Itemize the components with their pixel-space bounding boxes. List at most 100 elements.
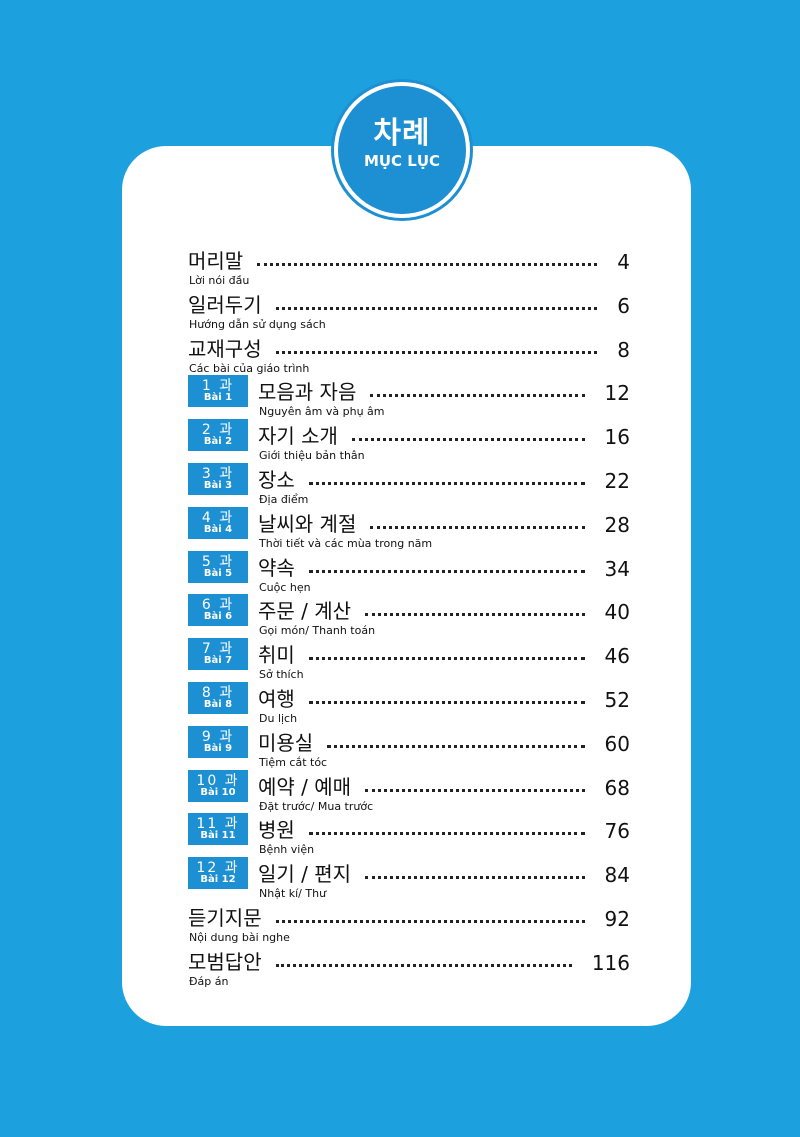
- toc-entry[interactable]: 4 과 Bài 4 날씨와 계절 Thời tiết và các mùa trong…: [188, 506, 632, 555]
- lesson-badge: 11 과 Bài 11: [188, 813, 248, 846]
- toc-entry[interactable]: 모범답안 Đáp án 116: [188, 949, 632, 993]
- entry-title-korean: 약속: [258, 555, 295, 580]
- lesson-number-vietnamese: Bài 8: [203, 699, 233, 710]
- entry-title-vietnamese: Tiệm cắt tóc: [259, 755, 328, 769]
- toc-entry[interactable]: 일러두기 Hướng dẫn sử dụng sách 6: [188, 292, 632, 336]
- lesson-number-vietnamese: Bài 9: [203, 742, 233, 754]
- lesson-number: 7 과: [201, 641, 235, 658]
- page-number: 46: [604, 644, 630, 669]
- entry-title-korean: 모음과 자음: [258, 380, 357, 405]
- entry-title-korean: 모범답안: [188, 949, 262, 974]
- lesson-badge: 10 과 Bài 10: [188, 769, 248, 802]
- toc-entry[interactable]: 머리말 Lời nói đầu 4: [188, 248, 632, 292]
- toc-entry[interactable]: 듣기지문 Nội dung bài nghe 92: [188, 905, 632, 949]
- entry-title-vietnamese: Đặt trước/ Mua trước: [259, 799, 374, 813]
- lesson-number: 5 과: [201, 553, 235, 570]
- lesson-number-vietnamese: Bài 3: [203, 480, 233, 491]
- lesson-number: 8 과: [201, 685, 235, 701]
- entry-title-vietnamese: Bệnh viện: [259, 843, 315, 857]
- leader-dots: [365, 876, 585, 880]
- lesson-number: 1 과: [201, 378, 235, 395]
- lesson-number-vietnamese: Bài 4: [203, 523, 233, 535]
- leader-dots: [365, 613, 585, 617]
- page-number: 40: [604, 600, 630, 625]
- lesson-badge: 12 과 Bài 12: [188, 857, 248, 890]
- entry-title-vietnamese: Giới thiệu bản thân: [259, 449, 365, 463]
- lesson-number-vietnamese: Bài 10: [200, 786, 236, 798]
- leader-dots: [327, 744, 585, 748]
- leader-dots: [275, 350, 598, 354]
- lesson-number-vietnamese: Bài 12: [200, 874, 236, 886]
- leader-dots: [275, 306, 598, 310]
- lesson-badge: 1 과 Bài 1: [188, 375, 248, 408]
- entry-title-vietnamese: Nội dung bài nghe: [189, 931, 290, 944]
- toc-entry[interactable]: 5 과 Bài 5 약속 Cuộc hẹn 34: [188, 550, 632, 599]
- page-number: 12: [604, 381, 630, 406]
- page-number: 4: [617, 250, 630, 274]
- lesson-number: 10 과: [196, 772, 240, 789]
- lesson-badge: 3 과 Bài 3: [188, 463, 248, 495]
- entry-title-korean: 일기 / 편지: [258, 862, 352, 887]
- page-number: 52: [604, 688, 630, 712]
- entry-title-vietnamese: Lời nói đầu: [189, 274, 250, 287]
- entry-title-korean: 머리말: [188, 249, 244, 273]
- entry-title-korean: 미용실: [258, 730, 314, 755]
- lesson-number-vietnamese: Bài 11: [200, 830, 236, 842]
- lesson-number: 2 과: [201, 422, 235, 439]
- toc-entry[interactable]: 7 과 Bài 7 취미 Sở thích 46: [188, 638, 632, 686]
- toc-entry[interactable]: 2 과 Bài 2 자기 소개 Giới thiệu bản thân 16: [188, 419, 632, 467]
- toc-entry[interactable]: 9 과 Bài 9 미용실 Tiệm cắt tóc 60: [188, 725, 632, 774]
- entry-title-korean: 주문 / 계산: [258, 599, 352, 624]
- leader-dots: [308, 832, 585, 836]
- entry-title-vietnamese: Thời tiết và các mùa trong năm: [259, 536, 433, 550]
- lesson-badge: 4 과 Bài 4: [188, 506, 248, 539]
- leader-dots: [275, 920, 585, 923]
- entry-title-vietnamese: Hướng dẫn sử dụng sách: [189, 317, 326, 331]
- lesson-number: 9 과: [201, 728, 235, 745]
- lesson-number-vietnamese: Bài 7: [203, 655, 233, 667]
- lesson-number-vietnamese: Bài 1: [203, 392, 233, 404]
- lesson-number-vietnamese: Bài 6: [203, 611, 233, 623]
- lesson-number: 11 과: [196, 816, 240, 833]
- leader-dots: [308, 482, 585, 485]
- entry-title-vietnamese: Sở thích: [259, 668, 304, 682]
- toc-entry[interactable]: 8 과 Bài 8 여행 Du lịch 52: [188, 682, 632, 730]
- lesson-badge: 7 과 Bài 7: [188, 638, 248, 671]
- leader-dots: [308, 569, 585, 573]
- lesson-number: 6 과: [201, 597, 235, 614]
- lesson-badge: 2 과 Bài 2: [188, 419, 248, 452]
- leader-dots: [365, 788, 585, 792]
- lesson-number: 12 과: [196, 860, 240, 877]
- toc-entry[interactable]: 12 과 Bài 12 일기 / 편지 Nhật kí/ Thư 84: [188, 857, 632, 905]
- toc-entry[interactable]: 10 과 Bài 10 예약 / 예매 Đặt trước/ Mua trước 68: [188, 769, 632, 818]
- entry-title-korean: 날씨와 계절: [258, 511, 357, 536]
- leader-dots: [308, 701, 585, 704]
- page-number: 60: [604, 731, 630, 756]
- page-number: 8: [617, 337, 630, 362]
- lesson-badge: 5 과 Bài 5: [188, 550, 248, 583]
- entry-title-vietnamese: Nhật kí/ Thư: [259, 887, 327, 901]
- entry-title-vietnamese: Gọi món/ Thanh toán: [259, 624, 376, 638]
- leader-dots: [275, 963, 572, 967]
- title-badge: 차례 MỤC LỤC: [338, 86, 466, 214]
- page-number: 68: [604, 775, 630, 800]
- toc-entry[interactable]: 교재구성 Các bài của giáo trình 8: [188, 336, 632, 380]
- page-number: 116: [591, 950, 630, 975]
- entry-title-korean: 듣기지문: [188, 906, 262, 930]
- entry-title-korean: 병원: [258, 818, 295, 843]
- leader-dots: [370, 525, 585, 529]
- page-title-vietnamese: MỤC LỤC: [363, 152, 441, 170]
- toc-entry[interactable]: 11 과 Bài 11 병원 Bệnh viện 76: [188, 813, 632, 861]
- toc-entry[interactable]: 3 과 Bài 3 장소 Địa điểm 22: [188, 463, 632, 511]
- toc-entry[interactable]: 1 과 Bài 1 모음과 자음 Nguyên âm và phụ âm 12: [188, 375, 632, 423]
- lesson-number-vietnamese: Bài 2: [203, 436, 233, 448]
- entry-title-vietnamese: Địa điểm: [259, 493, 309, 506]
- entry-title-korean: 여행: [258, 687, 295, 711]
- page-number: 16: [604, 425, 630, 450]
- entry-title-korean: 장소: [258, 468, 295, 492]
- entry-title-korean: 취미: [258, 643, 295, 668]
- toc-entry[interactable]: 6 과 Bài 6 주문 / 계산 Gọi món/ Thanh toán 40: [188, 594, 632, 642]
- leader-dots: [370, 394, 585, 398]
- leader-dots: [308, 657, 585, 661]
